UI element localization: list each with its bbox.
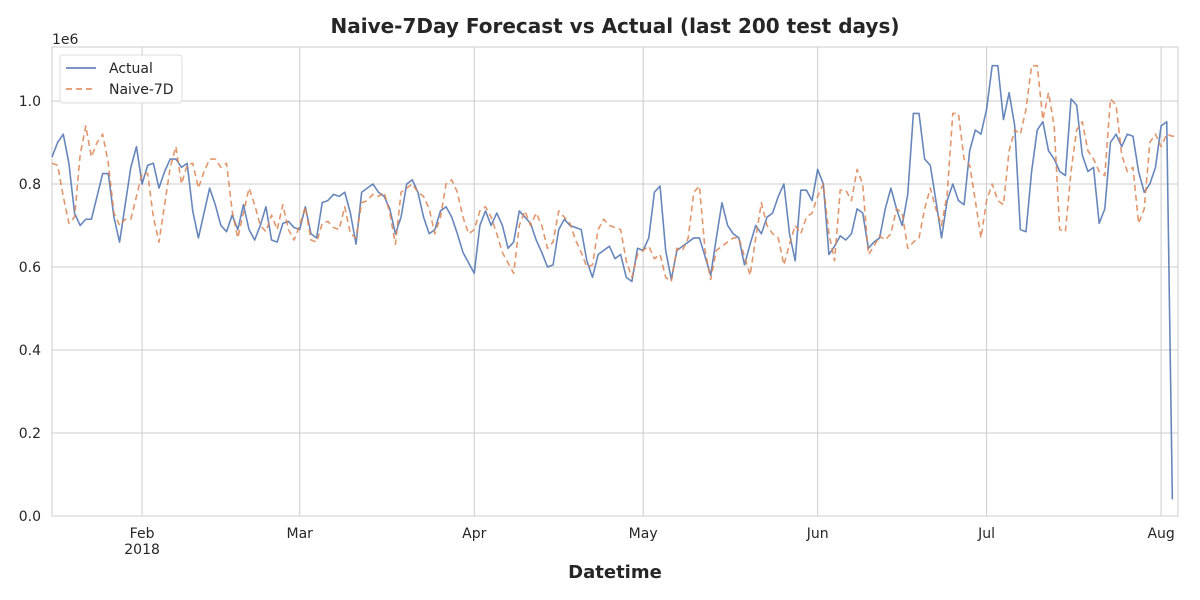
x-tick-label: May: [629, 526, 658, 542]
legend: Actual Naive-7D: [59, 54, 183, 104]
x-tick-sublabel: 2018: [124, 542, 160, 558]
y-tick-label: 0.2: [19, 426, 41, 442]
legend-label: Actual: [109, 61, 153, 77]
y-tick-label: 0.4: [19, 343, 41, 359]
legend-box: [59, 54, 183, 104]
y-offset-label: 1e6: [52, 32, 79, 48]
series-line-actual: [51, 64, 1174, 500]
x-tick-label: Feb: [130, 526, 155, 542]
series-line-naive-7d: [51, 64, 1178, 283]
y-tick-label: 1.0: [19, 94, 41, 110]
y-tick-label: 0.6: [19, 260, 41, 276]
plot-frame: [51, 46, 1179, 517]
chart-title: Naive-7Day Forecast vs Actual (last 200 …: [330, 14, 899, 38]
x-tick-label: Mar: [287, 526, 314, 542]
x-axis-label: Datetime: [568, 562, 662, 583]
x-tick-label: Apr: [462, 526, 486, 542]
x-tick-label: Jul: [977, 526, 995, 542]
y-tick-label: 0.8: [19, 177, 41, 193]
legend-label: Naive-7D: [109, 82, 174, 98]
y-tick-label: 0.0: [19, 509, 41, 525]
x-tick-label: Aug: [1147, 526, 1174, 542]
x-tick-label: Jun: [806, 526, 829, 542]
